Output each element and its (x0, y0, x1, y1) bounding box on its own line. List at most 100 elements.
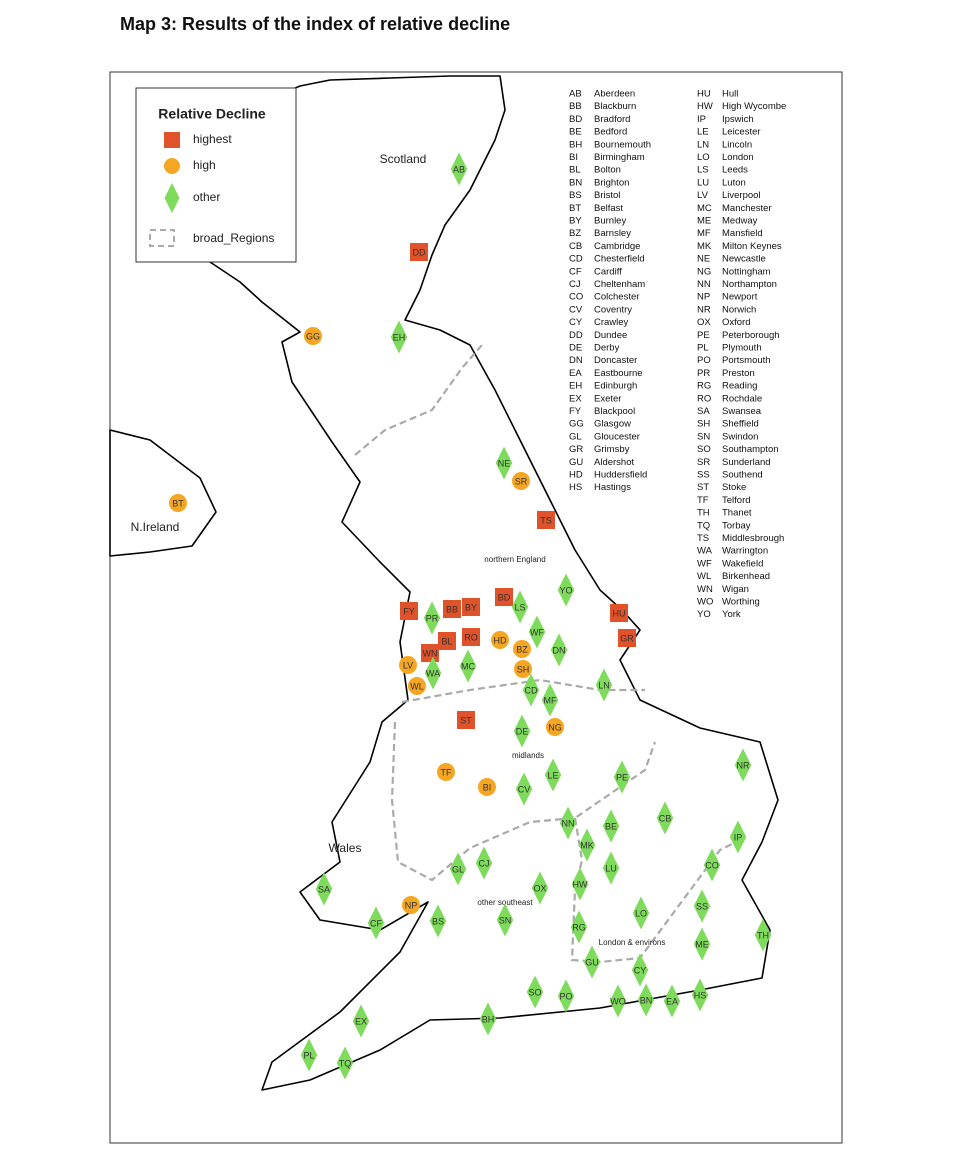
key-name: Reading (722, 381, 757, 392)
key-name: Dundee (594, 330, 627, 341)
marker-code: BN (640, 995, 653, 1005)
marker-code: DD (413, 247, 426, 257)
marker-diamond (367, 906, 385, 940)
marker-code: CD (525, 685, 538, 695)
key-name: Oxford (722, 317, 751, 328)
marker-diamond (541, 683, 559, 717)
key-code: SO (697, 444, 711, 455)
key-name: Stoke (722, 482, 746, 493)
key-code: GU (569, 457, 583, 468)
key-code: MF (697, 228, 711, 239)
key-name: Leeds (722, 165, 748, 176)
key-name: Medway (722, 216, 758, 227)
marker-square (457, 711, 475, 729)
marker-diamond (526, 975, 544, 1009)
marker-diamond (571, 867, 589, 901)
key-code: WL (697, 571, 711, 582)
marker-diamond (449, 852, 467, 886)
key-code: GR (569, 444, 583, 455)
key-name: Bristol (594, 190, 620, 201)
key-code: LU (697, 177, 709, 188)
legend-title: Relative Decline (158, 106, 266, 122)
key-code: IP (697, 114, 706, 125)
region-boundary (354, 344, 483, 456)
marker-diamond (663, 984, 681, 1018)
great-britain-outline (199, 75, 779, 1091)
marker-diamond (656, 801, 674, 835)
key-code: CD (569, 254, 583, 265)
marker-diamond (544, 758, 562, 792)
marker-diamond (429, 904, 447, 938)
key-code: WF (697, 558, 712, 569)
key-name: Portsmouth (722, 355, 771, 366)
key-code: RG (697, 381, 711, 392)
key-code: BL (569, 165, 581, 176)
marker-code: CV (518, 784, 531, 794)
marker-code: EH (393, 332, 406, 342)
key-code: SR (697, 457, 710, 468)
key-code: NE (697, 254, 710, 265)
marker-code: HS (694, 990, 707, 1000)
marker-diamond (559, 806, 577, 840)
marker-diamond (754, 918, 772, 952)
marker-code: DN (553, 645, 566, 655)
marker-square (438, 632, 456, 650)
marker-code: CJ (479, 858, 490, 868)
key-code: LS (697, 165, 709, 176)
marker-diamond (578, 828, 596, 862)
marker-diamond (631, 953, 649, 987)
key-name: Leicester (722, 127, 761, 138)
marker-square (421, 644, 439, 662)
marker-code: NN (562, 818, 575, 828)
key-name: Coventry (594, 304, 632, 315)
key-code: BI (569, 152, 578, 163)
key-name: Birmingham (594, 152, 645, 163)
key-name: Northampton (722, 279, 777, 290)
key-code: BB (569, 101, 582, 112)
key-name: Barnsley (594, 228, 631, 239)
key-code: PO (697, 355, 711, 366)
marker-code: GU (585, 957, 599, 967)
marker-code: BT (172, 498, 184, 508)
marker-code: BE (605, 821, 617, 831)
marker-code: TF (441, 767, 452, 777)
marker-code: PE (616, 772, 628, 782)
key-name: Blackpool (594, 406, 635, 417)
key-name: Bradford (594, 114, 630, 125)
marker-code: GG (306, 331, 320, 341)
key-name: Wigan (722, 584, 749, 595)
marker-circle (408, 677, 426, 695)
key-code: TS (697, 533, 709, 544)
marker-code: WN (423, 648, 438, 658)
key-code: CB (569, 241, 582, 252)
marker-code: PR (426, 613, 439, 623)
key-code: NG (697, 266, 711, 277)
code-key: AB Aberdeen BB Blackburn BD Bradford BE Bedford… (569, 89, 786, 621)
marker-code: BB (446, 604, 458, 614)
marker-diamond (637, 983, 655, 1017)
key-code: PE (697, 330, 710, 341)
marker-square (443, 600, 461, 618)
marker-diamond (528, 615, 546, 649)
key-code: DD (569, 330, 583, 341)
key-name: Aberdeen (594, 89, 635, 100)
marker-code: CO (705, 860, 719, 870)
key-name: Cheltenham (594, 279, 645, 290)
marker-diamond (693, 889, 711, 923)
key-name: Middlesbrough (722, 533, 784, 544)
key-code: HS (569, 482, 582, 493)
key-name: Hull (722, 89, 738, 100)
key-name: Huddersfield (594, 470, 647, 481)
key-name: Southend (722, 470, 763, 481)
key-code: TQ (697, 520, 710, 531)
key-name: High Wycombe (722, 101, 786, 112)
key-code: BD (569, 114, 582, 125)
key-name: Manchester (722, 203, 772, 214)
key-code: RO (697, 393, 711, 404)
marker-circle (478, 778, 496, 796)
marker-square (400, 602, 418, 620)
key-code: YO (697, 609, 711, 620)
key-name: Torbay (722, 520, 751, 531)
marker-code: ME (695, 939, 709, 949)
